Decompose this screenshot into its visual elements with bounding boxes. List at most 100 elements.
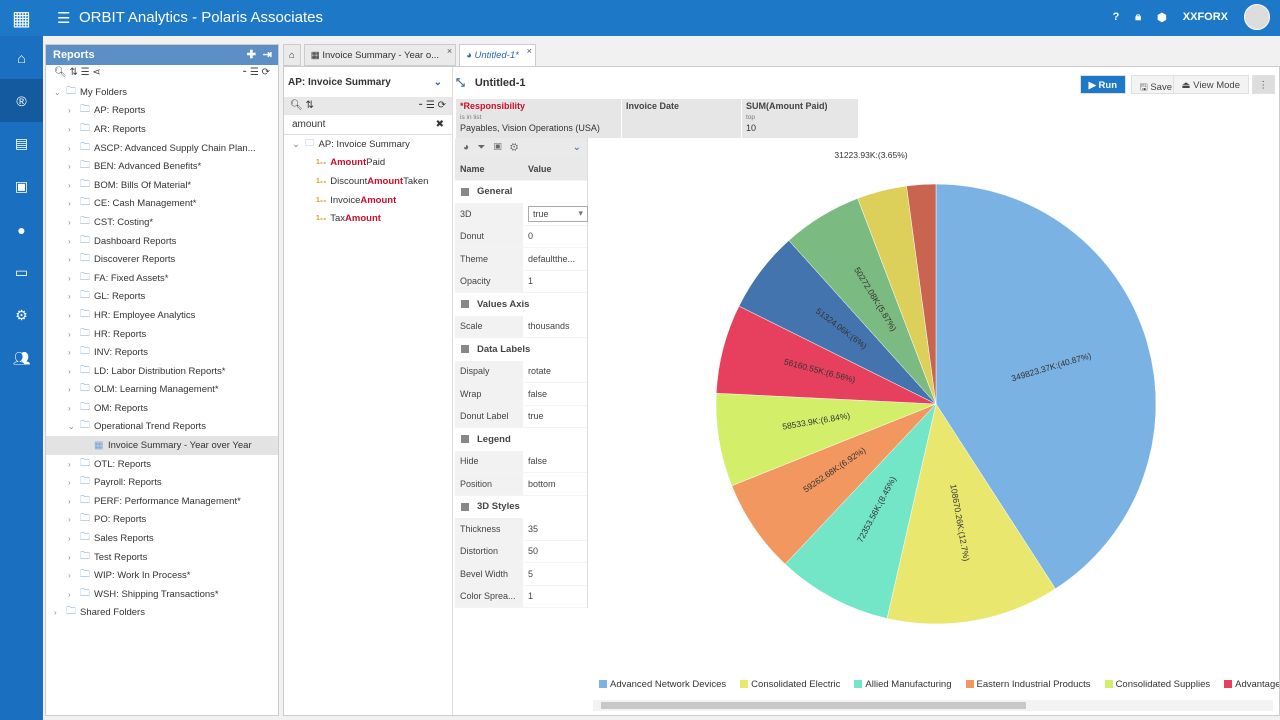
dashboard-icon[interactable]: ▣ [14, 178, 29, 194]
tree-item[interactable]: › 🗀 INV: Reports [46, 343, 278, 362]
more-icon[interactable]: ⋮ [1251, 75, 1275, 94]
caret-icon[interactable]: › [68, 552, 71, 562]
tree-item[interactable]: › 🗀 HR: Employee Analytics [46, 306, 278, 325]
app-grid-icon[interactable]: ▦ [12, 7, 31, 30]
collapse-icon[interactable] [461, 502, 469, 511]
property-value[interactable]: defaultthe... [523, 254, 575, 264]
pie-slice[interactable] [906, 183, 937, 405]
property-value[interactable]: false [523, 389, 547, 399]
dropdown-icon[interactable]: ▾ [578, 207, 583, 218]
field-item[interactable]: 1₂₃ Invoice Amount [284, 191, 452, 210]
caret-icon[interactable]: › [68, 329, 71, 339]
property-value[interactable]: 50 [523, 546, 538, 556]
legend-item[interactable]: Advanced Network Devices [599, 679, 726, 690]
property-section[interactable]: General [455, 181, 587, 204]
tree-icon[interactable]: ⇅ ☰ ⋖ [69, 67, 101, 78]
refresh-icon[interactable]: ⁃ ☰ ⟳ [418, 100, 446, 111]
monitor-icon[interactable]: ▭ [14, 264, 29, 280]
chart-type-icon[interactable]: ◕ [463, 142, 470, 153]
collapse-icon[interactable] [461, 345, 469, 354]
properties-icon[interactable]: ▣ [493, 142, 502, 153]
collapse-icon[interactable] [461, 435, 469, 444]
tab-invoice-summary[interactable]: ▦ Invoice Summary - Year o... × [303, 44, 457, 66]
caret-icon[interactable]: › [68, 255, 71, 265]
pie-slice[interactable] [935, 183, 1157, 590]
tree-item[interactable]: › 🗀 AR: Reports [46, 120, 278, 139]
caret-icon[interactable]: › [68, 366, 71, 376]
collapse-icon[interactable] [461, 187, 469, 196]
chevron-down-icon[interactable]: ⌄ [433, 77, 442, 88]
help-icon[interactable]: ? [1112, 11, 1120, 23]
horizontal-scrollbar[interactable] [593, 700, 1273, 711]
cube-icon[interactable]: ⬢ [1157, 11, 1167, 24]
legend-item[interactable]: Eastern Industrial Products [965, 679, 1091, 690]
caret-icon[interactable]: › [68, 589, 71, 599]
legend-item[interactable]: Allied Manufacturing [854, 679, 952, 690]
caret-icon[interactable]: › [68, 162, 71, 172]
caret-icon[interactable]: › [68, 236, 71, 246]
caret-icon[interactable]: › [68, 199, 71, 209]
settings-icon[interactable]: ⚙ [510, 142, 519, 153]
field-item[interactable]: 1₂₃ Amount Paid [284, 154, 452, 173]
chevron-down-icon[interactable]: ⌄ [572, 142, 581, 153]
caret-icon[interactable]: › [68, 273, 71, 283]
tree-item[interactable]: ▦ Invoice Summary - Year over Year [46, 436, 278, 455]
field-search-input[interactable]: amount [292, 119, 326, 130]
field-item[interactable]: 1₂₃ Tax Amount [284, 209, 452, 228]
caret-icon[interactable]: › [54, 608, 57, 618]
caret-icon[interactable]: › [68, 143, 71, 153]
caret-icon[interactable]: › [68, 180, 71, 190]
pie-slice[interactable] [886, 403, 1056, 625]
caret-icon[interactable]: › [68, 217, 71, 227]
refresh-icon[interactable]: ⁃ ☰ ⟳ [242, 67, 270, 78]
property-section[interactable]: 3D Styles [455, 496, 587, 519]
property-value[interactable]: rotate [523, 366, 551, 376]
search-icon[interactable]: 🔍︎ [54, 67, 67, 78]
filter-invoice-date[interactable]: Invoice Date [622, 99, 742, 138]
pie-slice[interactable] [784, 403, 937, 619]
tree-item[interactable]: › 🗀 OTL: Reports [46, 455, 278, 474]
tree-item[interactable]: › 🗀 Discoverer Reports [46, 250, 278, 269]
filter-sum-amount[interactable]: SUM(Amount Paid) top 10 [742, 99, 859, 138]
close-icon[interactable]: × [446, 46, 453, 56]
property-value[interactable]: bottom [523, 479, 556, 489]
tree-item[interactable]: › 🗀 ASCP: Advanced Supply Chain Plan... [46, 139, 278, 158]
property-value[interactable]: true [523, 411, 544, 421]
tree-item[interactable]: › 🗀 PO: Reports [46, 511, 278, 530]
caret-icon[interactable]: › [68, 385, 71, 395]
caret-icon[interactable]: › [68, 106, 71, 116]
tree-item[interactable]: › 🗀 WIP: Work In Process* [46, 566, 278, 585]
close-icon[interactable]: × [526, 46, 532, 56]
field-root[interactable]: AP: Invoice Summary [318, 138, 410, 150]
tree-item[interactable]: › 🗀 Sales Reports [46, 529, 278, 548]
caret-icon[interactable]: ⌄ [68, 422, 75, 432]
property-select[interactable]: true ▾ [528, 205, 588, 222]
expand-icon[interactable]: ⤡ [456, 77, 465, 89]
property-value[interactable]: thousands [523, 321, 570, 331]
tree-item[interactable]: › 🗀 CE: Cash Management* [46, 195, 278, 214]
home-tab[interactable]: ⌂ [283, 44, 301, 66]
clear-icon[interactable]: ✖ [435, 119, 444, 130]
search-icon[interactable]: 🔍︎ ⇅ [290, 100, 314, 111]
tree-item[interactable]: ⌄ 🗀 Operational Trend Reports [46, 418, 278, 437]
property-section[interactable]: Legend [455, 428, 587, 451]
home-icon[interactable]: ⌂ [17, 49, 26, 66]
caret-icon[interactable]: › [68, 459, 71, 469]
property-value[interactable]: 1 [523, 591, 533, 601]
legend-item[interactable]: Consolidated Supplies [1104, 679, 1210, 690]
property-value[interactable]: 0 [523, 231, 533, 241]
caret-icon[interactable]: › [68, 478, 71, 488]
avatar[interactable] [1244, 4, 1270, 30]
tree-item[interactable]: › 🗀 AP: Reports [46, 102, 278, 121]
legend-item[interactable]: Advantage [1224, 679, 1279, 690]
add-icon[interactable]: ✚ [246, 49, 256, 61]
property-section[interactable]: Data Labels [455, 338, 587, 361]
caret-icon[interactable]: › [68, 534, 71, 544]
document-icon[interactable]: ▤ [14, 135, 29, 151]
tree-item[interactable]: › 🗀 Test Reports [46, 548, 278, 567]
caret-icon[interactable]: › [68, 496, 71, 506]
settings-icon[interactable]: ⚙ [15, 307, 28, 323]
username[interactable]: XXFORX [1182, 11, 1228, 23]
menu-icon[interactable]: ☰ [57, 10, 71, 27]
tree-item[interactable]: › 🗀 GL: Reports [46, 288, 278, 307]
